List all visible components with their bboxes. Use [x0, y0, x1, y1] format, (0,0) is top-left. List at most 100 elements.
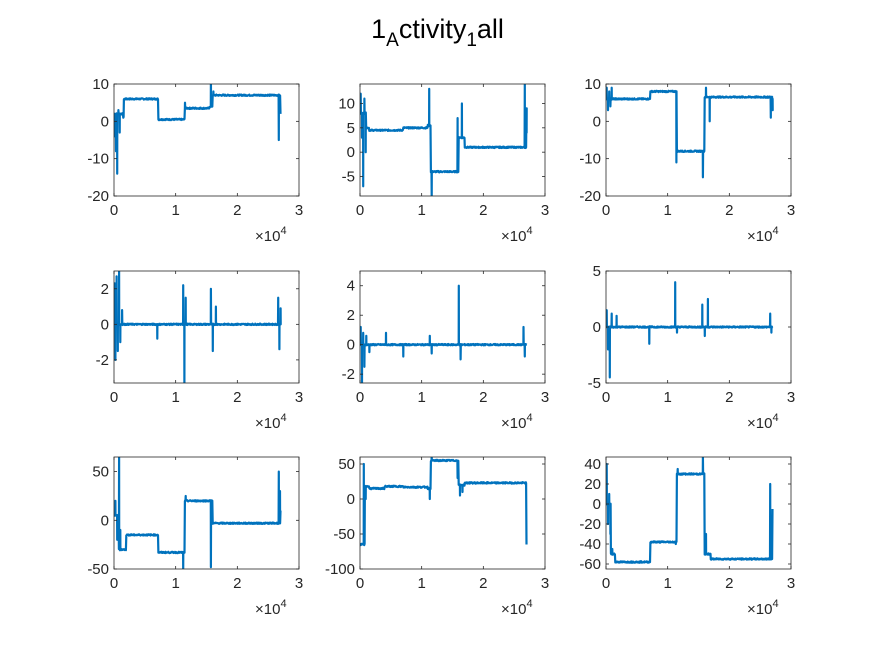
x-tick-label: 0 [356, 202, 364, 219]
x-tick-label: 3 [541, 575, 549, 592]
x-tick-label: 0 [602, 389, 610, 406]
series-line [114, 271, 282, 383]
subplot-4: 0 1 2 3 -2 0 2 ×104 [96, 270, 303, 432]
y-tick-label: 0 [101, 113, 109, 130]
x-tick-label: 3 [295, 389, 303, 406]
x-tick-label: 3 [787, 575, 795, 592]
axes-box [359, 83, 546, 197]
x-tick-label: 1 [417, 202, 425, 219]
x-tick-label: 2 [479, 575, 487, 592]
y-tick-label: -60 [579, 556, 601, 573]
x-tick-label: 3 [787, 389, 795, 406]
x-tick-label: 1 [171, 389, 179, 406]
x-tick-label: 1 [417, 575, 425, 592]
axes-box [113, 270, 300, 384]
x-tick-label: 1 [663, 389, 671, 406]
x-tick-label: 3 [541, 202, 549, 219]
x-tick-label: 0 [356, 575, 364, 592]
x-tick-label: 1 [171, 575, 179, 592]
y-tick-label: 50 [92, 464, 109, 481]
y-tick-label: -5 [342, 169, 355, 186]
axes-box [359, 456, 546, 570]
y-tick-label: 0 [593, 496, 601, 513]
y-tick-label: 5 [347, 120, 355, 137]
x-tick-label: 2 [725, 575, 733, 592]
axes-box [113, 456, 300, 570]
figure-title: 1Activity1all [371, 14, 504, 51]
y-tick-label: -100 [325, 561, 355, 578]
x-exponent-label: ×104 [501, 225, 533, 245]
x-tick-label: 3 [295, 575, 303, 592]
y-tick-label: 2 [101, 281, 109, 298]
y-tick-label: -10 [87, 151, 109, 168]
x-tick-label: 2 [233, 202, 241, 219]
subplot-8: 0 1 2 3 -100 -50 0 50 ×104 [325, 456, 549, 618]
y-tick-label: 10 [338, 95, 355, 112]
y-tick-label: 0 [347, 491, 355, 508]
y-tick-label: -5 [588, 375, 601, 392]
x-exponent-label: ×104 [255, 225, 287, 245]
y-tick-label: -10 [579, 151, 601, 168]
x-tick-label: 1 [663, 575, 671, 592]
y-tick-label: 2 [347, 307, 355, 324]
series-line [606, 86, 774, 179]
y-tick-label: 4 [347, 278, 355, 295]
x-tick-label: 2 [479, 202, 487, 219]
x-tick-label: 2 [233, 389, 241, 406]
x-exponent-label: ×104 [501, 412, 533, 432]
x-tick-label: 1 [417, 389, 425, 406]
x-tick-label: 1 [171, 202, 179, 219]
x-tick-label: 2 [725, 389, 733, 406]
y-tick-label: 0 [347, 337, 355, 354]
x-exponent-label: ×104 [747, 225, 779, 245]
axes-box [113, 83, 300, 197]
y-tick-label: 0 [593, 319, 601, 336]
series-line [114, 457, 282, 569]
x-exponent-label: ×104 [501, 598, 533, 618]
y-tick-label: 0 [101, 512, 109, 529]
y-tick-label: 5 [593, 263, 601, 280]
x-tick-label: 2 [479, 389, 487, 406]
subplot-1: 0 1 2 3 -20 -10 0 10 ×104 [87, 76, 303, 245]
series-line [360, 284, 528, 383]
x-exponent-label: ×104 [255, 598, 287, 618]
axes-box [605, 83, 792, 197]
y-tick-label: -40 [579, 536, 601, 553]
x-tick-label: 0 [110, 202, 118, 219]
x-tick-label: 2 [725, 202, 733, 219]
series-line [360, 84, 528, 196]
y-tick-label: -2 [96, 352, 109, 369]
y-tick-label: 10 [584, 76, 601, 93]
x-exponent-label: ×104 [255, 412, 287, 432]
y-tick-label: 20 [584, 476, 601, 493]
series-line [360, 457, 528, 547]
y-tick-label: -20 [579, 188, 601, 205]
y-tick-label: -2 [342, 366, 355, 383]
y-tick-label: 10 [92, 76, 109, 93]
y-tick-label: 40 [584, 456, 601, 473]
series-line [606, 457, 774, 564]
subplot-6: 0 1 2 3-505×104 [588, 263, 796, 432]
series-line [606, 281, 774, 379]
x-tick-label: 3 [787, 202, 795, 219]
x-tick-label: 1 [663, 202, 671, 219]
x-tick-label: 2 [233, 575, 241, 592]
y-tick-label: 0 [347, 144, 355, 161]
x-tick-label: 3 [541, 389, 549, 406]
y-tick-label: 50 [338, 456, 355, 473]
x-exponent-label: ×104 [747, 598, 779, 618]
x-tick-label: 0 [602, 202, 610, 219]
x-tick-label: 0 [356, 389, 364, 406]
axes-box [605, 456, 792, 570]
y-tick-label: 0 [101, 316, 109, 333]
series-line [114, 84, 282, 175]
subplot-3: 0 1 2 3 -20 -10 0 10 ×104 [579, 76, 795, 245]
y-tick-label: -20 [579, 516, 601, 533]
y-tick-label: -20 [87, 188, 109, 205]
x-tick-label: 0 [602, 575, 610, 592]
x-tick-label: 3 [295, 202, 303, 219]
